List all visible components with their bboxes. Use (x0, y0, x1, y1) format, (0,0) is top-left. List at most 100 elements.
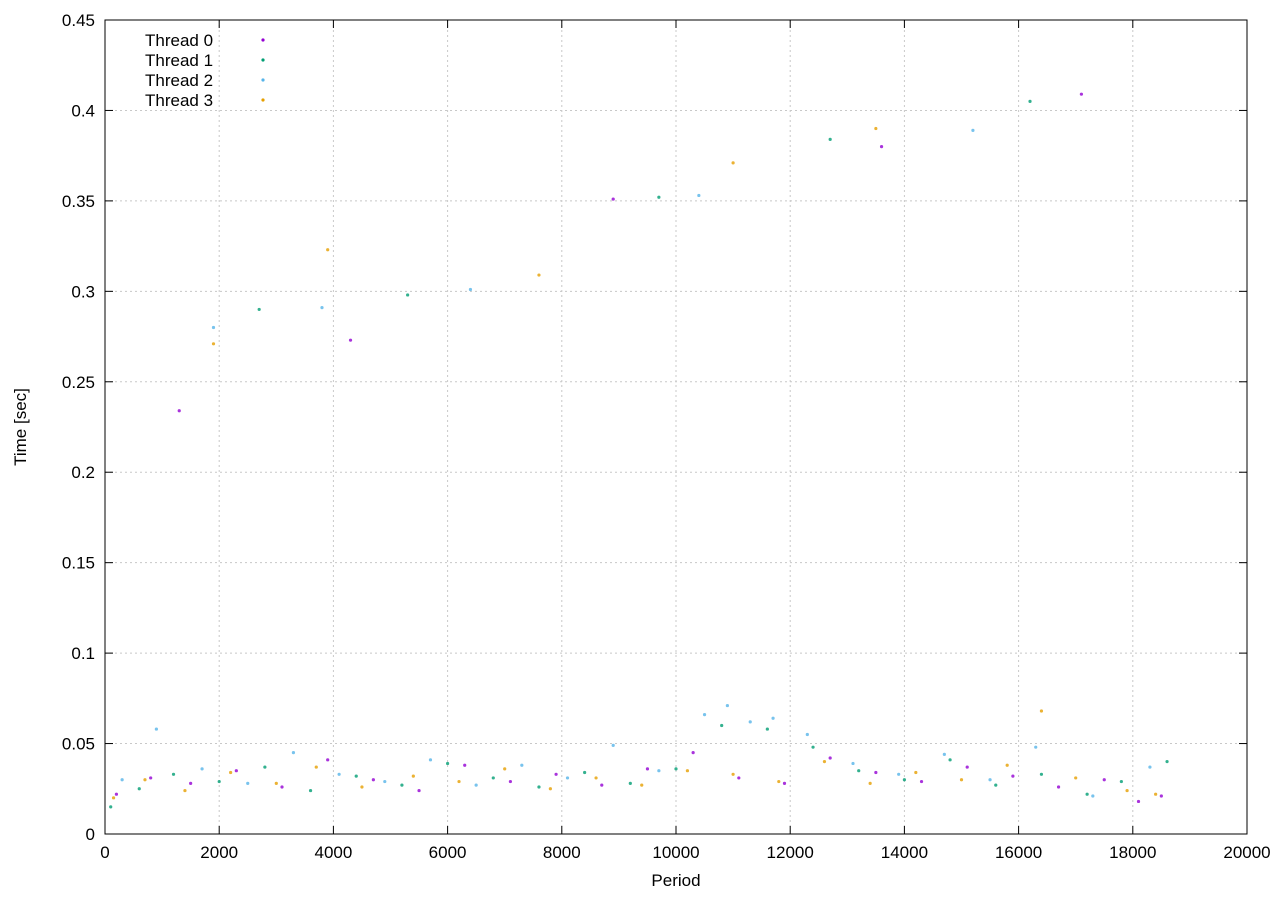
point (594, 776, 598, 780)
point (537, 785, 541, 789)
point (211, 342, 216, 346)
point (1028, 99, 1032, 103)
x-tick-label: 12000 (767, 843, 814, 862)
y-tick-label: 0.35 (62, 192, 95, 211)
plot-border (104, 19, 1248, 835)
point (702, 713, 707, 717)
point (657, 195, 661, 199)
point (611, 197, 615, 201)
point (183, 788, 187, 793)
point (274, 781, 278, 785)
point (874, 770, 878, 775)
point (154, 727, 158, 731)
point (948, 758, 952, 762)
y-tick-label: 0.1 (71, 644, 95, 663)
point (731, 772, 735, 776)
point (111, 796, 116, 800)
point (554, 772, 558, 776)
point (280, 785, 284, 789)
point (1056, 785, 1061, 789)
point (942, 752, 946, 757)
x-tick-label: 4000 (314, 843, 352, 862)
point (1085, 792, 1089, 796)
point (314, 765, 318, 769)
point (383, 779, 387, 784)
point (879, 145, 884, 149)
legend-marker (261, 78, 265, 82)
point (520, 763, 524, 767)
point (1148, 765, 1152, 769)
point (548, 787, 552, 791)
point (782, 781, 787, 785)
y-tick-label: 0 (86, 825, 95, 844)
legend-marker (261, 38, 265, 42)
x-tick-label: 18000 (1109, 843, 1156, 862)
point (217, 779, 221, 784)
legend-marker (261, 98, 265, 102)
point (697, 193, 701, 198)
legend-label: Thread 3 (145, 91, 213, 110)
point (109, 805, 113, 809)
point (149, 776, 153, 780)
point (720, 723, 724, 728)
point (805, 732, 809, 737)
point (994, 783, 998, 787)
y-axis-title: Time [sec] (11, 388, 30, 466)
point (1005, 763, 1009, 767)
point (354, 774, 358, 778)
point (508, 779, 513, 784)
point (326, 248, 330, 252)
point (897, 772, 901, 776)
point (360, 785, 364, 789)
point (211, 325, 216, 330)
point (503, 767, 507, 771)
legend-label: Thread 0 (145, 31, 213, 50)
point (1039, 772, 1044, 776)
point (1125, 788, 1129, 793)
point (326, 758, 330, 762)
point (657, 769, 661, 773)
point (748, 720, 752, 724)
point (291, 751, 296, 755)
point (857, 769, 861, 773)
point (1074, 776, 1078, 780)
point (257, 307, 261, 312)
point (474, 783, 478, 787)
point (348, 338, 353, 342)
x-tick-label: 10000 (652, 843, 699, 862)
point (874, 126, 878, 131)
point (611, 743, 615, 747)
point (200, 767, 204, 771)
point (246, 781, 250, 785)
point (1091, 794, 1095, 798)
point (1136, 799, 1141, 804)
point (691, 751, 695, 755)
point (171, 772, 176, 776)
point (1119, 779, 1123, 784)
point (234, 769, 238, 773)
point (971, 128, 975, 132)
point (537, 273, 541, 277)
point (406, 293, 410, 297)
point (400, 783, 404, 787)
point (1102, 778, 1106, 782)
point (674, 767, 678, 771)
y-tick-label: 0.4 (71, 101, 95, 120)
point (828, 756, 832, 760)
point (811, 745, 815, 749)
point (1034, 745, 1038, 749)
x-tick-label: 20000 (1223, 843, 1270, 862)
point (308, 788, 313, 793)
point (640, 783, 644, 787)
point (685, 769, 690, 773)
point (725, 703, 729, 708)
point (411, 774, 415, 778)
point (189, 781, 193, 785)
point (229, 770, 233, 775)
point (822, 760, 827, 764)
y-tick-label: 0.25 (62, 373, 95, 392)
point (902, 778, 907, 782)
x-tick-label: 2000 (200, 843, 238, 862)
x-axis-title: Period (651, 871, 700, 890)
